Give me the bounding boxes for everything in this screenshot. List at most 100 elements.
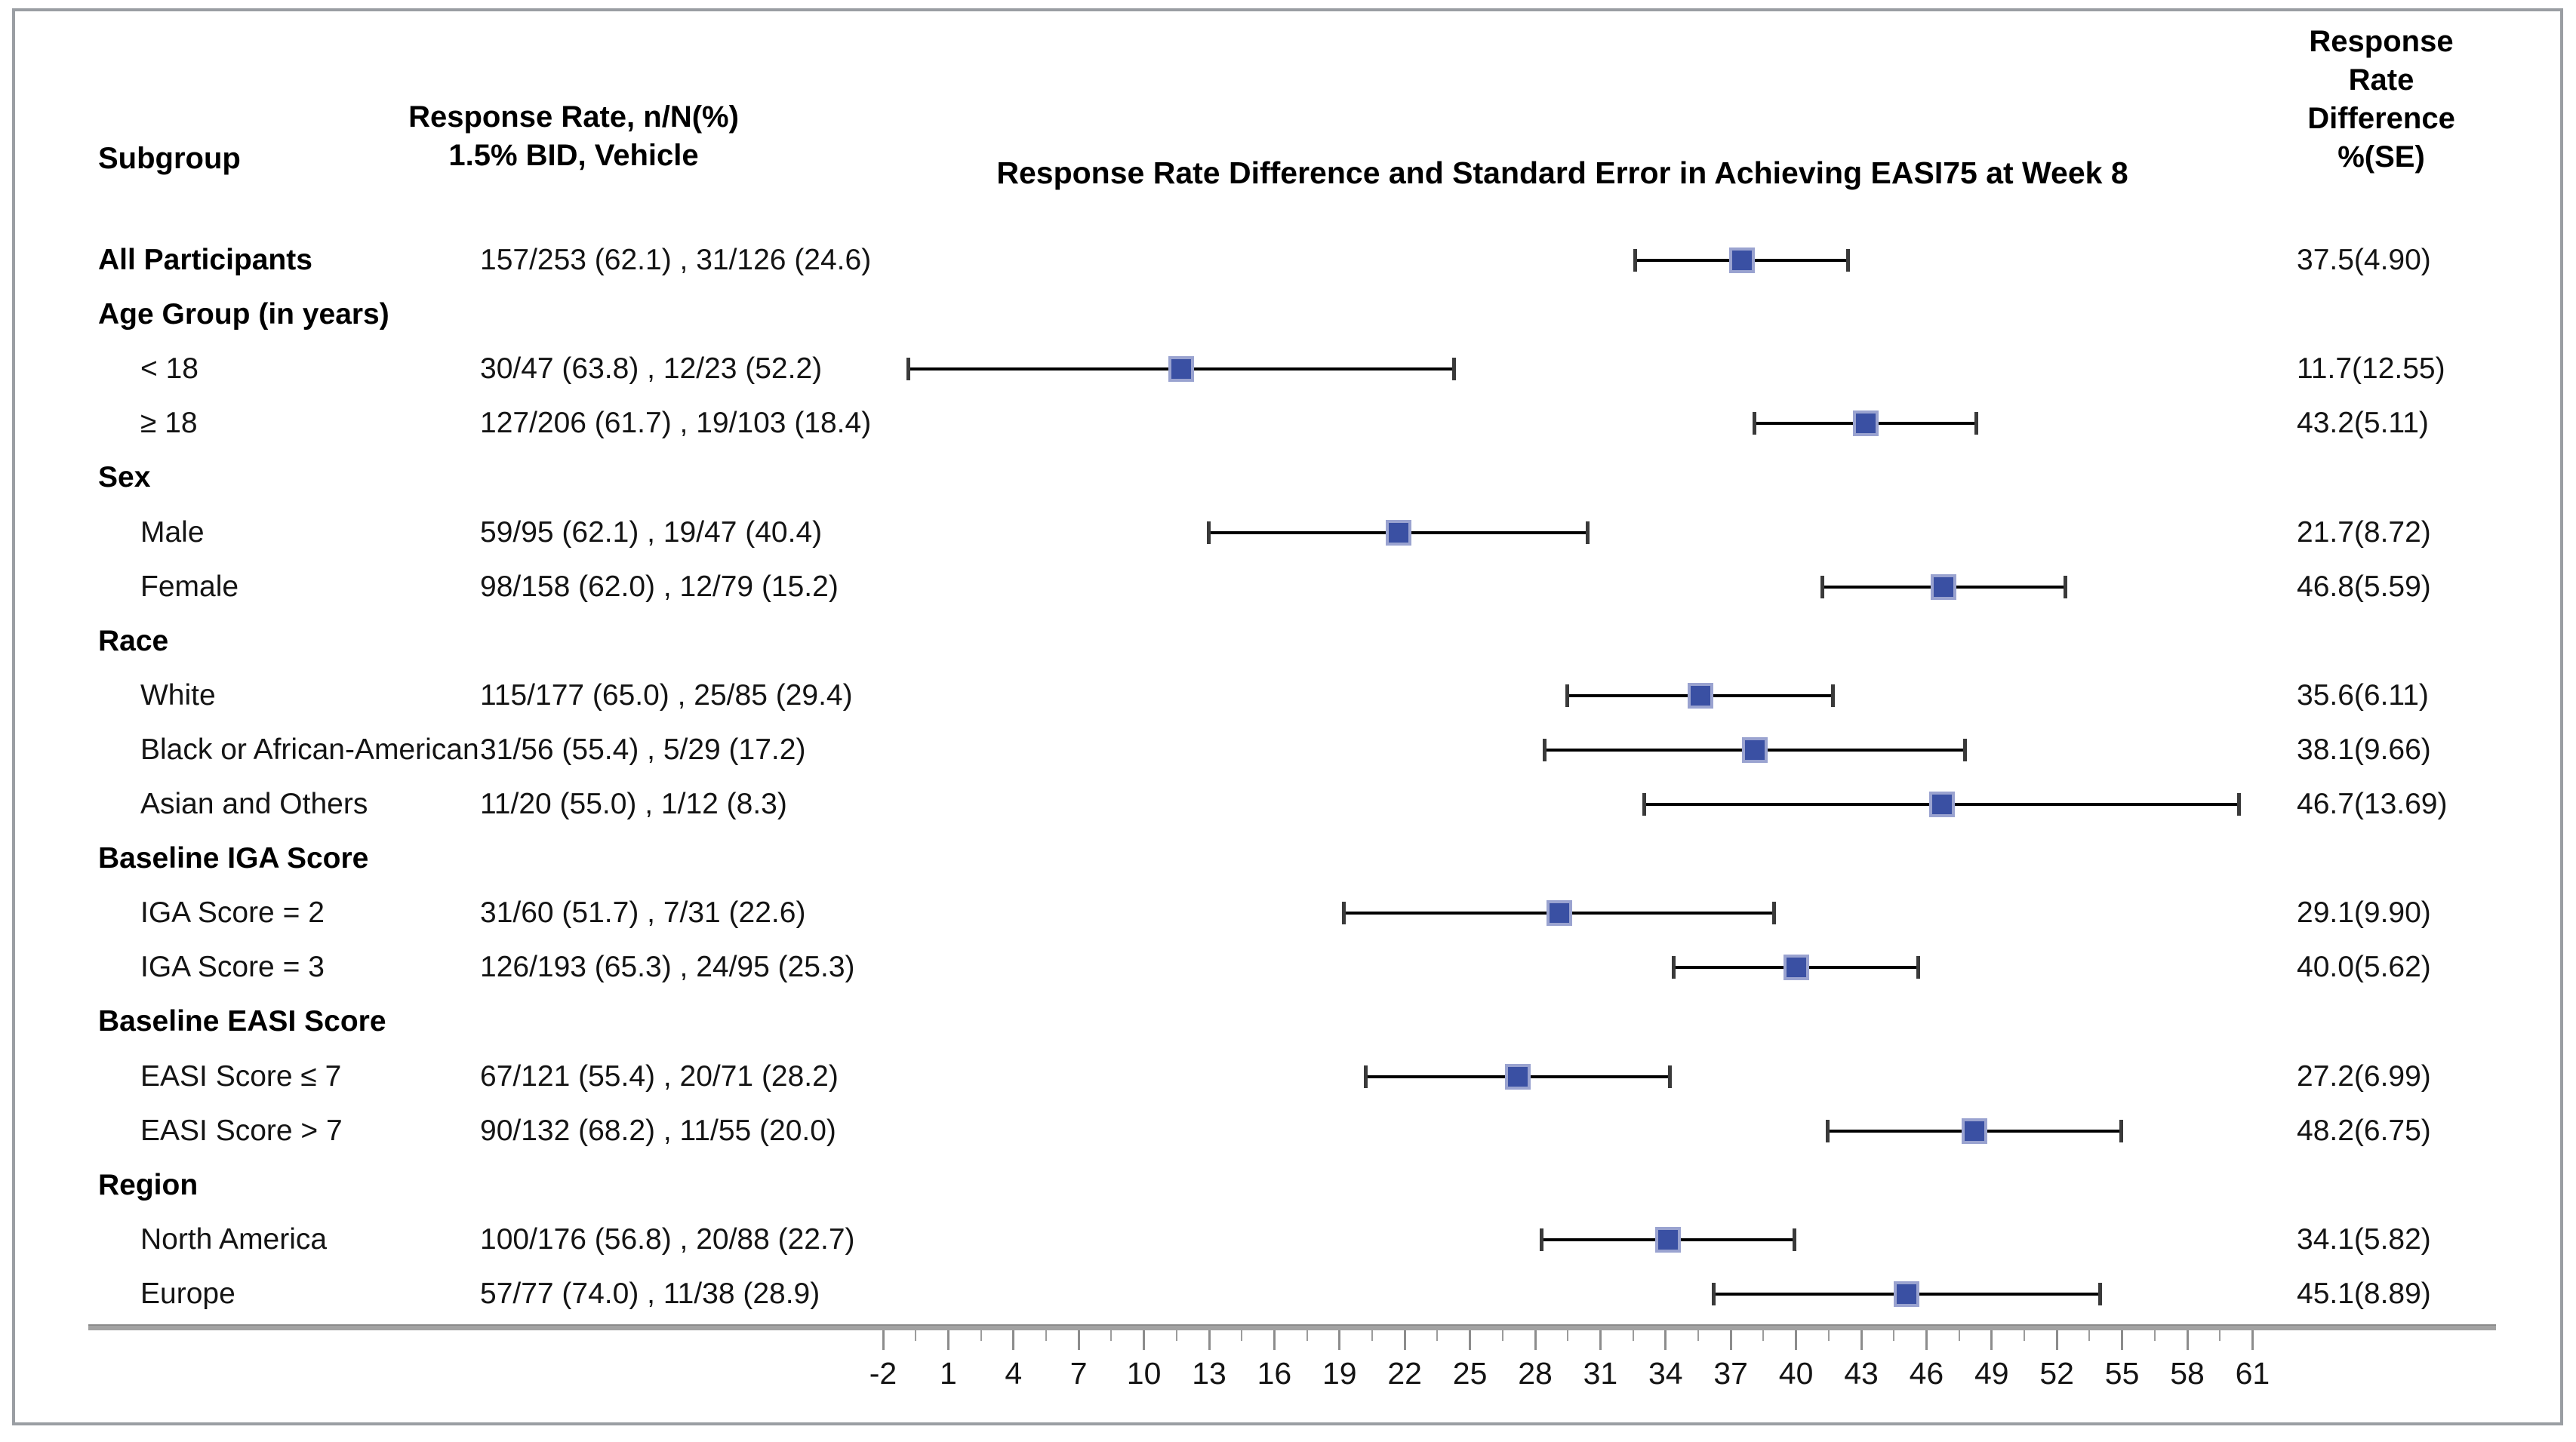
marker-square xyxy=(1728,248,1755,273)
axis-major-tick xyxy=(1012,1330,1015,1350)
ci-cap-left xyxy=(1825,1119,1830,1142)
marker-square xyxy=(1931,573,1957,600)
diff-value: 43.2(5.11) xyxy=(2297,407,2429,440)
diff-header-line3: Difference xyxy=(2307,102,2455,135)
axis-major-tick xyxy=(2055,1330,2058,1350)
axis-tick-label: 4 xyxy=(1005,1356,1023,1391)
rate-value: 11/20 (55.0) , 1/12 (8.3) xyxy=(480,788,787,820)
ci-cap-right xyxy=(1792,1228,1796,1251)
ci-cap-right xyxy=(1846,249,1851,272)
subgroup-label: EASI Score > 7 xyxy=(140,1114,343,1147)
ci-cap-right xyxy=(2237,793,2242,816)
ci-cap-left xyxy=(1820,575,1824,598)
diff-header-line1: Response xyxy=(2309,25,2454,58)
diff-value: 37.5(4.90) xyxy=(2297,244,2431,276)
subgroup-label: White xyxy=(140,678,216,712)
ci-cap-left xyxy=(1364,1065,1368,1088)
rate-value: 67/121 (55.4) , 20/71 (28.2) xyxy=(480,1059,839,1093)
rate-value: 30/47 (63.8) , 12/23 (52.2) xyxy=(480,352,823,386)
marker-square xyxy=(1385,519,1411,546)
ci-cap-right xyxy=(2119,1119,2123,1142)
subgroup-label: IGA Score = 3 xyxy=(140,951,325,984)
axis-minor-tick xyxy=(2024,1330,2025,1341)
ci-cap-right xyxy=(1586,521,1590,544)
axis-tick-label: 7 xyxy=(1069,1356,1088,1391)
axis-tick-label: 55 xyxy=(2104,1356,2140,1391)
ci-cap-right xyxy=(1916,956,1920,979)
axis-minor-tick xyxy=(1762,1330,1765,1341)
rate-value: 100/176 (56.8) , 20/88 (22.7) xyxy=(480,1222,855,1256)
ci-cap-right xyxy=(1974,412,1979,435)
diff-value: 46.7(13.69) xyxy=(2297,788,2448,820)
subgroup-label: Asian and Others xyxy=(140,788,368,820)
axis-major-tick xyxy=(1403,1330,1406,1350)
plot-title: Response Rate Difference and Standard Er… xyxy=(996,155,2128,190)
subgroup-label: Male xyxy=(140,515,205,549)
ci-cap-right xyxy=(1962,738,1967,761)
axis-tick-label: 61 xyxy=(2235,1356,2270,1391)
subgroup-label: IGA Score = 2 xyxy=(140,896,325,930)
marker-square xyxy=(1928,792,1955,817)
marker-square xyxy=(1894,1281,1920,1307)
rate-value: 31/56 (55.4) , 5/29 (17.2) xyxy=(480,733,806,766)
axis-minor-tick xyxy=(1958,1330,1960,1341)
rate-value: 59/95 (62.1) , 19/47 (40.4) xyxy=(480,515,823,549)
ci-cap-left xyxy=(1672,956,1676,979)
marker-square xyxy=(1961,1118,1987,1144)
axis-minor-tick xyxy=(1306,1330,1308,1341)
axis-major-tick xyxy=(1143,1330,1146,1350)
subgroup-label: ≥ 18 xyxy=(140,407,198,440)
axis-minor-tick xyxy=(1045,1330,1047,1341)
axis-minor-tick xyxy=(1893,1330,1895,1341)
subgroup-label: North America xyxy=(140,1222,328,1256)
axis-minor-tick xyxy=(1241,1330,1243,1341)
axis-major-tick xyxy=(1534,1330,1537,1350)
response-rate-column-header: Response Rate, n/N(%) 1.5% BID, Vehicle xyxy=(325,98,823,175)
ci-cap-left xyxy=(1342,902,1346,925)
subgroup-label: < 18 xyxy=(140,352,199,386)
axis-tick-label: 34 xyxy=(1648,1356,1683,1391)
rate-value: 90/132 (68.2) , 11/55 (20.0) xyxy=(480,1114,836,1147)
subgroup-label: Female xyxy=(140,570,239,603)
subgroup-column-header: Subgroup xyxy=(98,142,241,175)
subgroup-label: Black or African-American xyxy=(140,733,479,766)
response-rate-header-line2: 1.5% BID, Vehicle xyxy=(448,139,699,172)
axis-major-tick xyxy=(1469,1330,1472,1350)
axis-minor-tick xyxy=(2088,1330,2091,1341)
ci-cap-left xyxy=(1565,684,1570,707)
axis-tick-label: 19 xyxy=(1322,1356,1357,1391)
axis-major-tick xyxy=(1208,1330,1211,1350)
axis-minor-tick xyxy=(2153,1330,2156,1341)
axis-tick-label: 49 xyxy=(1974,1356,2009,1391)
axis-major-tick xyxy=(1664,1330,1667,1350)
rate-value: 126/193 (65.3) , 24/95 (25.3) xyxy=(480,951,855,984)
subgroup-label: Age Group (in years) xyxy=(98,298,389,331)
axis-major-tick xyxy=(2251,1330,2254,1350)
axis-tick-label: 37 xyxy=(1713,1356,1748,1391)
axis-minor-tick xyxy=(2219,1330,2221,1341)
axis-major-tick xyxy=(1273,1330,1276,1350)
axis-minor-tick xyxy=(1436,1330,1439,1341)
diff-value: 38.1(9.66) xyxy=(2297,733,2431,766)
ci-cap-left xyxy=(1753,412,1757,435)
rate-value: 31/60 (51.7) , 7/31 (22.6) xyxy=(480,896,806,930)
diff-header-line2: Rate xyxy=(2348,63,2414,97)
axis-major-tick xyxy=(1990,1330,1993,1350)
axis-major-tick xyxy=(1925,1330,1928,1350)
ci-cap-left xyxy=(906,358,910,381)
ci-cap-left xyxy=(1539,1228,1543,1251)
diff-value: 40.0(5.62) xyxy=(2297,951,2431,984)
ci-cap-left xyxy=(1206,521,1211,544)
marker-square xyxy=(1546,900,1572,927)
marker-square xyxy=(1783,955,1809,981)
ci-cap-right xyxy=(1667,1065,1672,1088)
axis-tick-label: 13 xyxy=(1192,1356,1226,1391)
axis-major-tick xyxy=(946,1330,949,1350)
plot-frame xyxy=(12,8,2563,1425)
ci-cap-left xyxy=(1711,1282,1716,1305)
ci-cap-right xyxy=(1772,902,1777,925)
axis-minor-tick xyxy=(1501,1330,1503,1341)
rate-value: 98/158 (62.0) , 12/79 (15.2) xyxy=(480,570,839,603)
axis-major-tick xyxy=(1599,1330,1602,1350)
